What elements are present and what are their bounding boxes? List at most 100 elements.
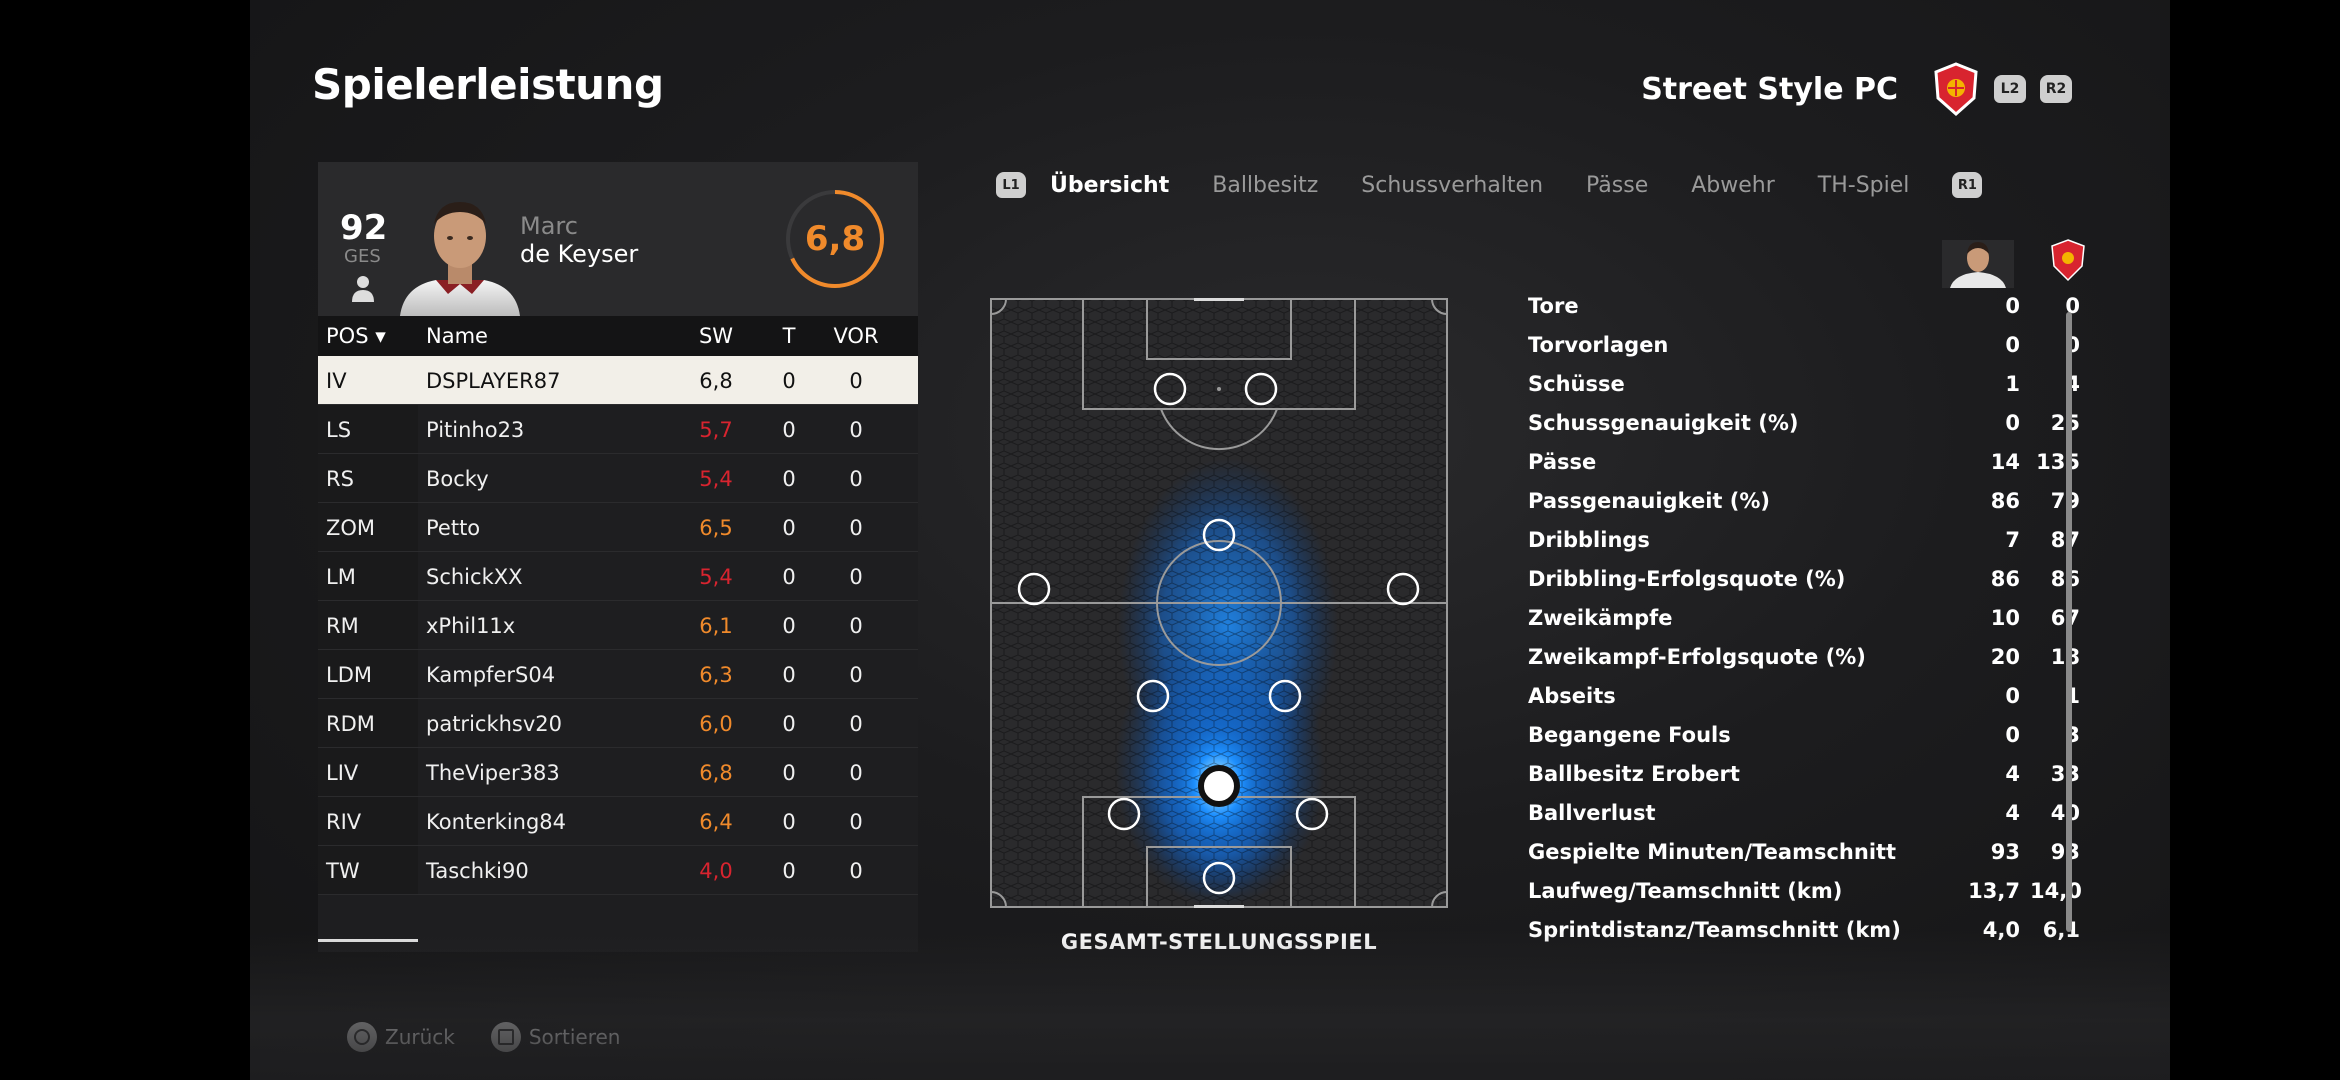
circle-button-icon — [347, 1022, 377, 1052]
pos-cell-bg — [318, 797, 418, 845]
stat-player-value: 86 — [1990, 489, 2020, 513]
row-t: 0 — [782, 761, 796, 785]
table-row[interactable]: RS Bocky 5,4 0 0 — [318, 454, 918, 503]
sort-label: Sortieren — [528, 1025, 621, 1049]
column-header-sw[interactable]: SW — [698, 324, 734, 348]
pos-cell-bg — [318, 552, 418, 600]
stat-team-value: 0 — [2065, 333, 2080, 357]
stat-team-value: 135 — [2036, 450, 2080, 474]
sort-button[interactable]: Sortieren — [490, 1022, 621, 1052]
row-name: xPhil11x — [426, 614, 516, 638]
row-sw: 5,4 — [699, 467, 733, 491]
row-name: Pitinho23 — [426, 418, 525, 442]
table-row[interactable]: LIV TheViper383 6,8 0 0 — [318, 748, 918, 797]
stats-list: Tore 0 0 Torvorlagen 0 0 Schüsse 1 4 Schussgenaui… — [1528, 292, 2082, 955]
r1-button[interactable]: R1 — [1952, 172, 1983, 198]
tab-2[interactable]: Schussverhalten — [1361, 172, 1544, 198]
stat-label: Zweikampf-Erfolgsquote (%) — [1528, 645, 1866, 669]
table-row[interactable]: LDM KampferS04 6,3 0 0 — [318, 650, 918, 699]
team-crest-small-icon — [2051, 239, 2085, 282]
user-icon — [352, 276, 374, 302]
row-pos: IV — [326, 369, 347, 393]
footer-controls: Zurück Sortieren — [347, 1022, 656, 1052]
stat-row: Gespielte Minuten/Teamschnitt 93 93 — [1528, 838, 2080, 877]
row-pos: RM — [326, 614, 359, 638]
stat-row: Pässe 14 135 — [1528, 448, 2080, 487]
stat-label: Ballbesitz Erobert — [1528, 762, 1740, 786]
stat-team-value: 33 — [2030, 762, 2080, 786]
stat-player-value: 86 — [1990, 567, 2020, 591]
table-row[interactable]: ZOM Petto 6,5 0 0 — [318, 503, 918, 552]
column-header-pos[interactable]: POS ▾ — [326, 324, 386, 348]
row-name: Taschki90 — [426, 859, 529, 883]
stat-label: Schüsse — [1528, 372, 1625, 396]
stat-player-value: 0 — [2005, 333, 2020, 357]
stat-team-value: 1 — [2065, 684, 2080, 708]
row-t: 0 — [782, 712, 796, 736]
table-row[interactable]: RDM patrickhsv20 6,0 0 0 — [318, 699, 918, 748]
table-row[interactable]: LS Pitinho23 5,7 0 0 — [318, 405, 918, 454]
stat-player-value: 0 — [2005, 684, 2020, 708]
stat-row: Dribblings 7 87 — [1528, 526, 2080, 565]
row-pos: LM — [326, 565, 356, 589]
row-t: 0 — [782, 516, 796, 540]
row-t: 0 — [782, 418, 796, 442]
stat-label: Pässe — [1528, 450, 1597, 474]
table-row[interactable]: IV DSPLAYER87 6,8 0 0 — [318, 356, 918, 405]
back-button[interactable]: Zurück — [347, 1022, 455, 1052]
selected-player-marker — [1198, 765, 1240, 807]
column-header-vor[interactable]: VOR — [833, 324, 879, 348]
stat-row: Ballverlust 4 40 — [1528, 799, 2080, 838]
stat-row: Ballbesitz Erobert 4 33 — [1528, 760, 2080, 799]
scroll-indicator — [318, 939, 418, 942]
tab-4[interactable]: Abwehr — [1691, 172, 1775, 198]
stat-row: Abseits 0 1 — [1528, 682, 2080, 721]
stat-row: Torvorlagen 0 0 — [1528, 331, 2080, 370]
stat-label: Abseits — [1528, 684, 1616, 708]
back-label: Zurück — [385, 1025, 455, 1049]
stat-label: Zweikämpfe — [1528, 606, 1673, 630]
stat-team-value: 18 — [2030, 645, 2080, 669]
table-row[interactable]: TW Taschki90 4,0 0 0 — [318, 846, 918, 895]
table-row[interactable]: RM xPhil11x 6,1 0 0 — [318, 601, 918, 650]
l2-button[interactable]: L2 — [1994, 75, 2026, 103]
stat-row: Zweikämpfe 10 67 — [1528, 604, 2080, 643]
row-pos: TW — [326, 859, 360, 883]
teammate-marker — [1202, 861, 1236, 895]
row-vor: 0 — [849, 565, 863, 589]
stat-player-value: 4 — [2005, 762, 2020, 786]
stat-label: Passgenauigkeit (%) — [1528, 489, 1771, 513]
table-row[interactable]: LM SchickXX 5,4 0 0 — [318, 552, 918, 601]
pos-cell-bg — [318, 846, 418, 894]
tab-0[interactable]: Übersicht — [1050, 172, 1170, 198]
row-vor: 0 — [849, 516, 863, 540]
stat-row: Passgenauigkeit (%) 86 79 — [1528, 487, 2080, 526]
row-name: patrickhsv20 — [426, 712, 563, 736]
player-table: IV DSPLAYER87 6,8 0 0 LS Pitinho23 5,7 0 0 RS Bocky… — [318, 356, 918, 895]
r2-button[interactable]: R2 — [2040, 75, 2072, 103]
pos-cell-bg — [318, 503, 418, 551]
game-screen: Spielerleistung Street Style PC L2 R2 92… — [250, 0, 2170, 1080]
stat-label: Tore — [1528, 294, 1579, 318]
row-vor: 0 — [849, 467, 863, 491]
stat-team-value: 3 — [2065, 723, 2080, 747]
l1-button[interactable]: L1 — [996, 172, 1026, 198]
row-pos: RIV — [326, 810, 362, 834]
stat-label: Dribblings — [1528, 528, 1650, 552]
column-header-name[interactable]: Name — [426, 324, 488, 348]
row-sw: 6,3 — [699, 663, 733, 687]
stat-label: Laufweg/Teamschnitt (km) — [1528, 879, 1843, 903]
stat-player-value: 4,0 — [1982, 918, 2020, 942]
column-header-t[interactable]: T — [782, 324, 796, 348]
stat-row: Dribbling-Erfolgsquote (%) 86 86 — [1528, 565, 2080, 604]
stat-team-value: 25 — [2030, 411, 2080, 435]
table-row[interactable]: RIV Konterking84 6,4 0 0 — [318, 797, 918, 846]
stats-scrollbar[interactable] — [2066, 312, 2072, 932]
row-name: Konterking84 — [426, 810, 567, 834]
tab-3[interactable]: Pässe — [1586, 172, 1649, 198]
stat-player-value: 10 — [1990, 606, 2020, 630]
tab-5[interactable]: TH-Spiel — [1817, 172, 1910, 198]
row-sw: 6,8 — [699, 761, 733, 785]
tab-1[interactable]: Ballbesitz — [1212, 172, 1319, 198]
player-avatar-icon — [1942, 240, 2014, 288]
